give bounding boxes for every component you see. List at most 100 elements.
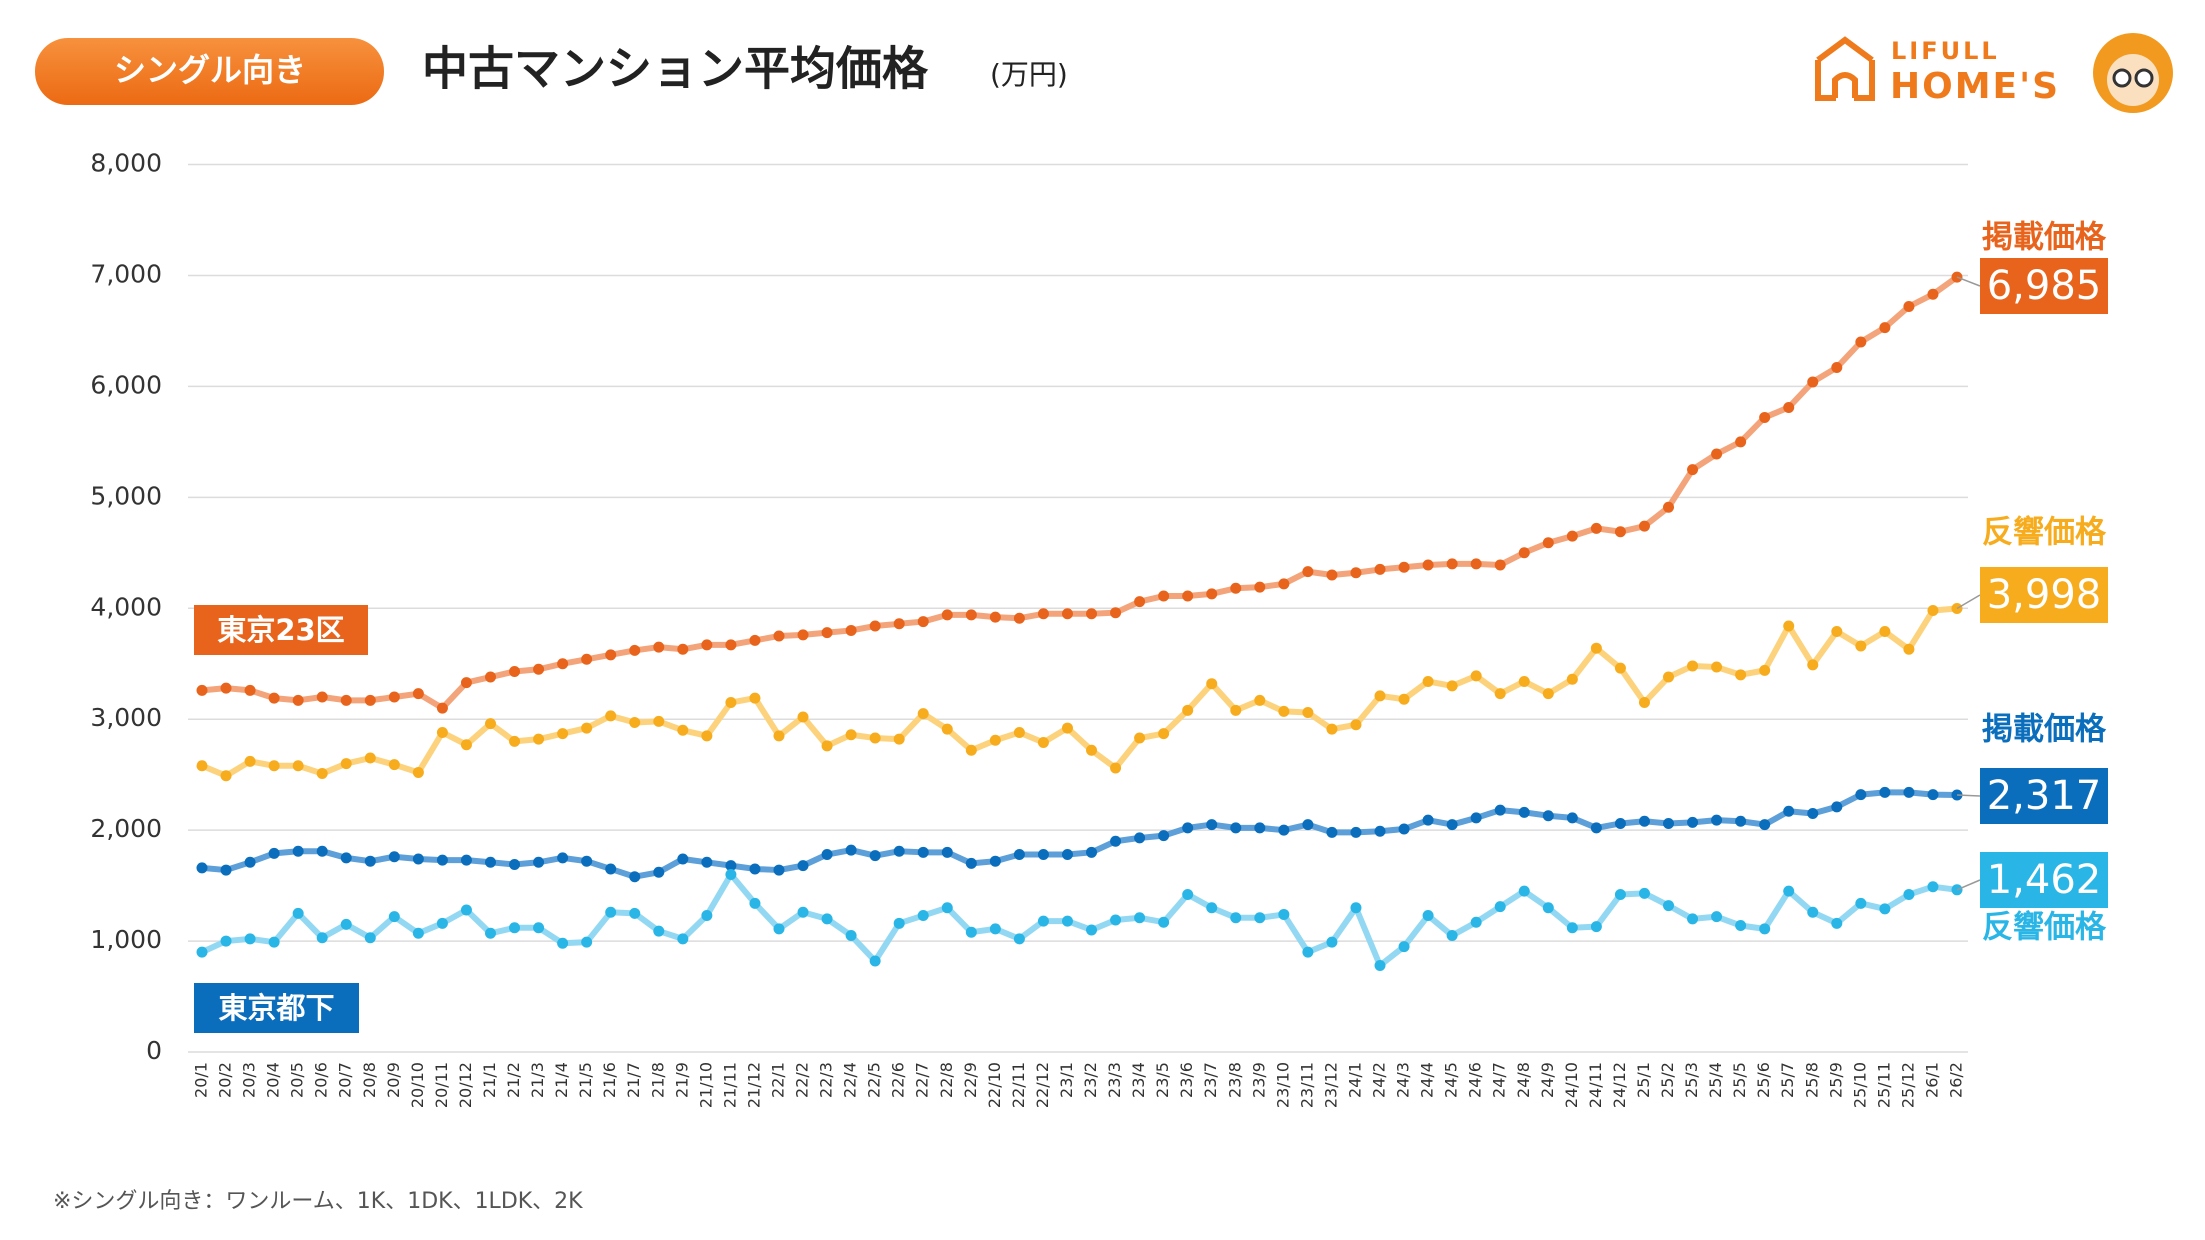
data-point <box>1783 885 1795 897</box>
x-tick-label: 22/4 <box>841 1062 860 1098</box>
data-point <box>1879 903 1891 915</box>
data-point <box>1446 558 1458 570</box>
x-tick-label: 20/2 <box>216 1062 235 1098</box>
data-point <box>965 744 977 756</box>
data-point <box>1422 814 1434 826</box>
data-point <box>1855 897 1867 909</box>
data-point <box>629 644 641 656</box>
data-point <box>1566 922 1578 934</box>
x-tick-label: 24/7 <box>1490 1062 1509 1098</box>
x-tick-label: 21/7 <box>624 1062 643 1098</box>
x-tick-label: 22/12 <box>1033 1062 1052 1108</box>
data-point <box>893 618 905 630</box>
data-point <box>1831 917 1843 929</box>
data-point <box>749 863 761 875</box>
x-tick-label: 21/5 <box>576 1062 595 1098</box>
data-point <box>1927 604 1939 616</box>
data-point <box>1711 448 1723 460</box>
data-point <box>268 760 280 772</box>
data-point <box>1061 849 1073 861</box>
data-point <box>845 729 857 741</box>
label-connector <box>1956 276 1981 287</box>
series-line <box>201 274 1959 712</box>
data-point <box>1350 567 1362 579</box>
logo: LIFULL HOME'S <box>1815 33 2173 113</box>
x-tick-label: 25/8 <box>1802 1062 1821 1098</box>
data-point <box>941 902 953 914</box>
data-point <box>1879 322 1891 334</box>
x-tick-label: 24/10 <box>1562 1062 1581 1108</box>
value-label: 2,317 <box>1987 773 2102 819</box>
data-point <box>773 864 785 876</box>
data-point <box>725 860 737 872</box>
data-point <box>749 897 761 909</box>
data-point <box>364 855 376 867</box>
x-tick-label: 21/1 <box>480 1062 499 1098</box>
data-point <box>1783 805 1795 817</box>
data-point <box>1518 547 1530 559</box>
data-point <box>1326 826 1338 838</box>
data-point <box>1759 923 1771 935</box>
data-point <box>1037 736 1049 748</box>
data-point <box>1134 596 1146 608</box>
data-point <box>1158 916 1170 928</box>
x-tick-label: 23/5 <box>1153 1062 1172 1098</box>
data-point <box>749 692 761 704</box>
x-tick-label: 20/1 <box>192 1062 211 1098</box>
x-tick-label: 25/11 <box>1874 1062 1893 1108</box>
data-point <box>1470 670 1482 682</box>
data-point <box>244 933 256 945</box>
data-point <box>1037 915 1049 927</box>
data-point <box>244 856 256 868</box>
data-point <box>1302 946 1314 958</box>
data-point <box>509 735 521 747</box>
data-point <box>605 906 617 918</box>
data-point <box>1518 885 1530 897</box>
x-tick-label: 23/12 <box>1321 1062 1340 1108</box>
data-point <box>821 740 833 752</box>
x-tick-label: 21/6 <box>600 1062 619 1098</box>
data-point <box>1374 690 1386 702</box>
data-point <box>629 871 641 883</box>
data-point <box>725 869 737 880</box>
data-point <box>821 913 833 925</box>
x-tick-label: 23/9 <box>1249 1062 1268 1098</box>
x-tick-label: 24/12 <box>1610 1062 1629 1108</box>
data-point <box>533 733 545 745</box>
data-point <box>292 907 304 919</box>
data-point <box>412 688 424 700</box>
data-point <box>1422 559 1434 571</box>
data-point <box>460 854 472 866</box>
x-tick-label: 22/9 <box>961 1062 980 1098</box>
series-line <box>200 605 1958 779</box>
data-point <box>1927 881 1939 893</box>
y-tick-label: 2,000 <box>90 814 162 843</box>
logo-door <box>1832 72 1858 98</box>
data-point <box>436 702 448 714</box>
group-label-box <box>194 983 359 1033</box>
data-point <box>677 724 689 736</box>
x-tick-label: 20/11 <box>432 1062 451 1108</box>
x-tick-label: 21/3 <box>528 1062 547 1098</box>
data-point <box>773 923 785 935</box>
label-connector <box>1956 879 1981 891</box>
data-point <box>509 859 521 871</box>
data-point <box>388 759 400 771</box>
y-tick-label: 1,000 <box>90 925 162 954</box>
data-point <box>364 694 376 706</box>
y-tick-label: 7,000 <box>90 259 162 288</box>
data-point <box>388 691 400 703</box>
data-point <box>629 907 641 919</box>
data-point <box>1638 815 1650 827</box>
series-name: 掲載価格 <box>1982 712 2107 748</box>
data-point <box>1687 464 1699 476</box>
data-point <box>1494 688 1506 700</box>
value-label-box <box>1980 567 2108 623</box>
data-point <box>1542 902 1554 914</box>
data-point <box>1783 401 1795 413</box>
data-point <box>1687 913 1699 925</box>
data-point <box>1013 612 1025 624</box>
data-point <box>244 755 256 767</box>
data-point <box>581 722 593 734</box>
